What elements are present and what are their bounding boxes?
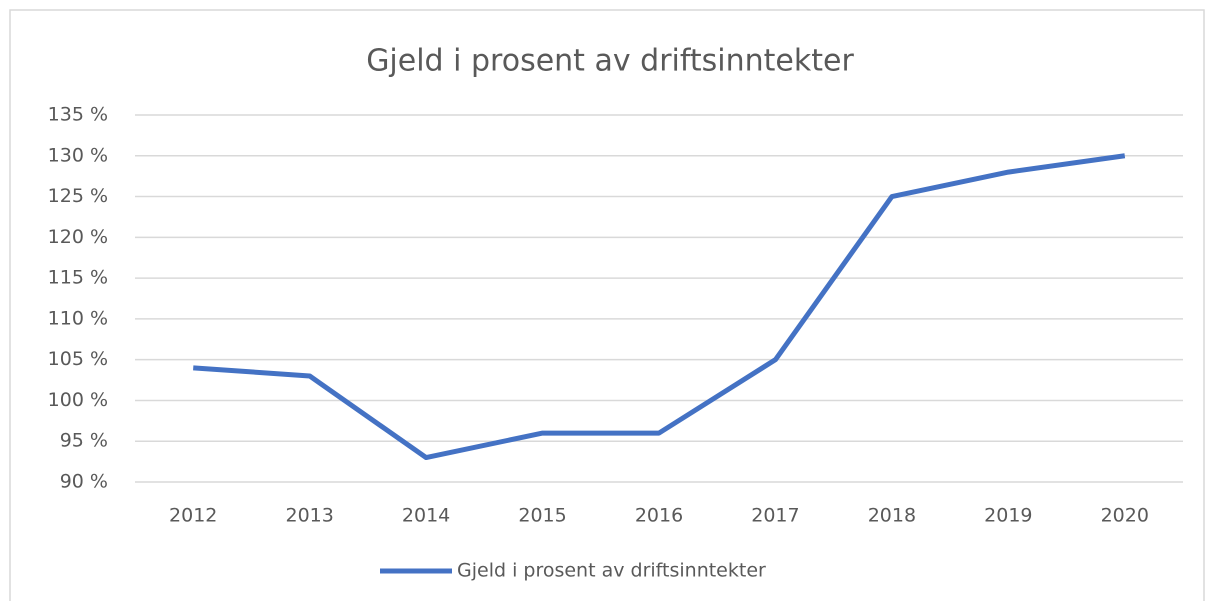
x-tick-label: 2019: [984, 505, 1032, 527]
y-tick-label: 115 %: [48, 267, 108, 289]
chart-border: [9, 9, 1205, 601]
y-tick-label: 95 %: [60, 430, 108, 452]
legend-label: Gjeld i prosent av driftsinntekter: [457, 560, 766, 582]
y-tick-label: 90 %: [60, 471, 108, 493]
data-line: [193, 153, 1126, 461]
y-tick-label: 105 %: [48, 348, 108, 370]
x-tick-label: 2015: [518, 505, 566, 527]
x-tick-label: 2014: [402, 505, 450, 527]
x-tick-label: 2013: [285, 505, 333, 527]
x-tick-label: 2016: [635, 505, 683, 527]
x-tick-label: 2018: [868, 505, 916, 527]
y-tick-label: 125 %: [48, 185, 108, 207]
y-tick-label: 110 %: [48, 307, 108, 329]
y-tick-label: 100 %: [48, 389, 108, 411]
x-tick-label: 2012: [169, 505, 217, 527]
chart-title: Gjeld i prosent av driftsinntekter: [366, 44, 854, 79]
y-tick-label: 130 %: [48, 144, 108, 166]
y-tick-label: 135 %: [48, 104, 108, 126]
y-tick-label: 120 %: [48, 226, 108, 248]
x-tick-label: 2017: [751, 505, 799, 527]
x-tick-label: 2020: [1101, 505, 1149, 527]
